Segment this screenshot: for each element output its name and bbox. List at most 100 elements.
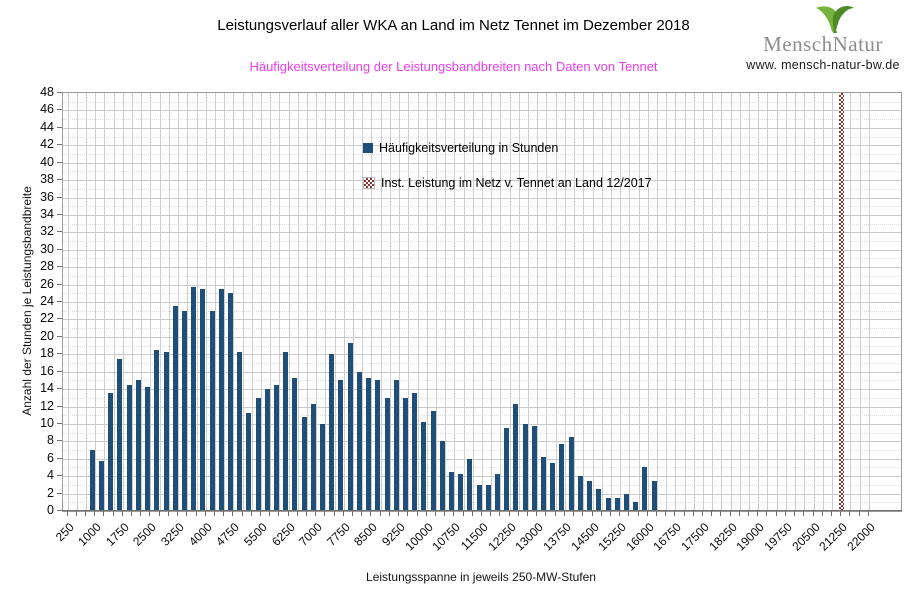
frequency-bar bbox=[347, 343, 353, 511]
v-gridline bbox=[656, 93, 658, 511]
y-tick-label: 28 bbox=[40, 259, 54, 274]
v-gridline bbox=[831, 93, 833, 511]
frequency-bar bbox=[329, 354, 335, 511]
frequency-bar bbox=[264, 389, 270, 511]
y-tick-mark bbox=[57, 179, 62, 181]
frequency-bar bbox=[577, 476, 583, 511]
v-gridline bbox=[693, 93, 695, 511]
x-tick-mark bbox=[287, 511, 289, 516]
y-tick-label: 8 bbox=[47, 433, 54, 448]
y-tick-label: 2 bbox=[47, 485, 54, 500]
v-gridline bbox=[463, 93, 465, 511]
y-tick-mark bbox=[57, 126, 62, 128]
x-tick-label: 5500 bbox=[241, 520, 270, 549]
y-tick-mark bbox=[57, 318, 62, 320]
v-gridline bbox=[601, 93, 603, 511]
x-tick-label: 17500 bbox=[678, 520, 712, 554]
frequency-bar bbox=[338, 380, 344, 511]
frequency-bar bbox=[126, 384, 132, 511]
x-tick-mark bbox=[131, 511, 133, 516]
x-tick-mark bbox=[140, 511, 142, 516]
x-tick-mark bbox=[407, 511, 409, 516]
v-gridline bbox=[251, 93, 253, 511]
v-gridline bbox=[445, 93, 447, 511]
x-tick-mark bbox=[499, 511, 501, 516]
v-gridline bbox=[307, 93, 309, 511]
v-gridline bbox=[399, 93, 401, 511]
plot-area bbox=[62, 92, 902, 512]
x-tick-mark bbox=[757, 511, 759, 516]
y-tick-mark bbox=[57, 266, 62, 268]
x-tick-mark bbox=[121, 511, 123, 516]
frequency-bar bbox=[320, 423, 326, 511]
x-tick-mark bbox=[490, 511, 492, 516]
frequency-bar bbox=[430, 410, 436, 511]
x-tick-mark bbox=[416, 511, 418, 516]
x-tick-mark bbox=[379, 511, 381, 516]
v-gridline bbox=[675, 93, 677, 511]
v-gridline bbox=[224, 93, 226, 511]
v-gridline bbox=[86, 93, 88, 511]
frequency-bar bbox=[513, 404, 519, 511]
frequency-bar bbox=[476, 484, 482, 511]
y-tick-label: 38 bbox=[40, 172, 54, 187]
y-tick-mark bbox=[57, 213, 62, 215]
y-tick-label: 20 bbox=[40, 328, 54, 343]
v-gridline bbox=[435, 93, 437, 511]
x-tick-mark bbox=[573, 511, 575, 516]
x-tick-mark bbox=[250, 511, 252, 516]
x-tick-mark bbox=[66, 511, 68, 516]
frequency-bar bbox=[89, 450, 95, 511]
frequency-bar bbox=[292, 378, 298, 511]
x-tick-mark bbox=[720, 511, 722, 516]
chart-subtitle: Häufigkeitsverteilung der Leistungsbandb… bbox=[249, 59, 658, 74]
legend-item-hours: Häufigkeitsverteilung in Stunden bbox=[363, 141, 558, 155]
x-tick-mark bbox=[784, 511, 786, 516]
legend-label-hours: Häufigkeitsverteilung in Stunden bbox=[379, 141, 559, 155]
x-tick-mark bbox=[333, 511, 335, 516]
x-tick-label: 7000 bbox=[296, 520, 326, 549]
x-tick-label: 10750 bbox=[429, 520, 464, 554]
y-tick-label: 16 bbox=[40, 363, 54, 378]
x-tick-mark bbox=[840, 511, 842, 516]
x-tick-mark bbox=[545, 511, 547, 516]
y-tick-label: 24 bbox=[40, 294, 54, 308]
y-tick-label: 42 bbox=[40, 137, 54, 152]
x-tick-mark bbox=[674, 511, 676, 516]
v-gridline bbox=[528, 93, 530, 511]
x-tick-mark bbox=[223, 511, 225, 516]
x-tick-label: 14500 bbox=[567, 520, 602, 554]
v-gridline bbox=[408, 93, 410, 511]
frequency-bar bbox=[412, 393, 418, 511]
v-gridline bbox=[260, 93, 262, 511]
x-tick-mark bbox=[75, 511, 77, 516]
v-gridline bbox=[76, 93, 78, 511]
v-gridline bbox=[859, 93, 861, 511]
x-tick-mark bbox=[619, 511, 621, 516]
v-gridline bbox=[196, 93, 198, 511]
x-tick-label: 3250 bbox=[158, 520, 188, 549]
v-gridline bbox=[491, 93, 493, 511]
frequency-bar bbox=[218, 288, 224, 511]
frequency-bar bbox=[375, 380, 381, 511]
frequency-bar bbox=[366, 378, 372, 511]
x-tick-label: 19750 bbox=[761, 520, 795, 554]
installed-capacity-marker bbox=[838, 93, 844, 511]
x-tick-mark bbox=[269, 511, 271, 516]
v-gridline bbox=[380, 93, 382, 511]
x-tick-label: 20500 bbox=[788, 520, 823, 554]
y-tick-label: 46 bbox=[40, 102, 54, 117]
v-gridline bbox=[537, 93, 539, 511]
frequency-bar bbox=[642, 467, 648, 511]
x-tick-mark bbox=[315, 511, 317, 516]
x-tick-label: 16000 bbox=[623, 520, 657, 554]
y-tick-label: 18 bbox=[40, 346, 54, 361]
legend-swatch-hatched-icon bbox=[363, 177, 375, 189]
v-gridline bbox=[721, 93, 723, 511]
x-tick-mark bbox=[867, 511, 869, 516]
y-tick-label: 10 bbox=[40, 415, 54, 430]
v-gridline bbox=[629, 93, 631, 511]
v-gridline bbox=[122, 93, 124, 511]
frequency-bar bbox=[163, 352, 169, 511]
x-tick-label: 4000 bbox=[185, 520, 215, 549]
